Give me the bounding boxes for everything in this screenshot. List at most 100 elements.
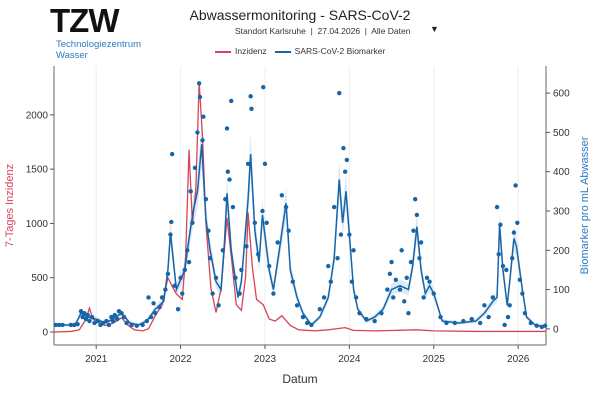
biomarker-point xyxy=(469,316,474,322)
biomarker-point xyxy=(121,314,127,320)
biomarker-point xyxy=(264,220,269,225)
x-tick-label: 2021 xyxy=(85,354,108,365)
biomarker-point xyxy=(539,324,544,330)
biomarker-point xyxy=(542,323,548,328)
legend-item-inzidenz[interactable]: Inzidenz xyxy=(215,46,267,56)
biomarker-point xyxy=(275,240,280,245)
biomarker-point xyxy=(387,271,393,277)
biomarker-point xyxy=(344,157,350,163)
biomarker-point xyxy=(239,267,244,273)
y-left-tick-label: 1000 xyxy=(26,219,49,230)
biomarker-point xyxy=(237,291,242,296)
y-axis-label-left: 7-Tages Inzidenz xyxy=(4,164,16,247)
biomarker-point xyxy=(477,320,483,326)
biomarker-point xyxy=(203,197,209,202)
dropdown-arrow-icon[interactable]: ▼ xyxy=(430,24,439,34)
biomarker-point xyxy=(200,138,205,143)
biomarker-point xyxy=(294,303,300,308)
biomarker-point xyxy=(328,279,334,284)
biomarker-point xyxy=(223,197,228,202)
biomarker-point xyxy=(172,283,177,288)
biomarker-point xyxy=(342,169,348,174)
biomarker-point xyxy=(338,232,344,237)
logo-sub-line2: Wasser xyxy=(56,50,88,61)
y-right-tick-label: 200 xyxy=(553,246,570,257)
biomarker-point xyxy=(153,310,158,316)
biomarker-point xyxy=(353,295,359,300)
biomarker-point xyxy=(89,314,95,320)
biomarker-point xyxy=(517,277,523,282)
biomarker-point xyxy=(399,248,404,253)
biomarker-point xyxy=(56,322,62,328)
biomarker-point xyxy=(300,314,306,320)
legend: Inzidenz SARS-CoV-2 Biomarker xyxy=(215,46,385,56)
biomarker-point xyxy=(196,81,202,86)
biomarker-point xyxy=(197,94,203,100)
chart-title: Abwassermonitoring - SARS-CoV-2 xyxy=(189,7,411,23)
biomarker-point xyxy=(175,307,181,312)
biomarker-point xyxy=(245,161,251,167)
biomarker-point xyxy=(528,320,534,326)
logo-sub-line1: Technologiezentrum xyxy=(56,39,142,50)
biomarker-point xyxy=(207,255,213,261)
biomarker-point xyxy=(80,314,85,320)
y-left-tick-label: 500 xyxy=(31,273,48,284)
biomarker-point xyxy=(417,255,422,261)
biomarker-point xyxy=(144,318,150,324)
biomarker-point xyxy=(60,322,65,328)
biomarker-point xyxy=(225,169,231,174)
y-left-tick-label: 2000 xyxy=(26,110,49,121)
biomarker-line xyxy=(54,144,547,328)
biomarker-point xyxy=(110,318,116,324)
biomarker-point xyxy=(461,318,466,324)
biomarker-point xyxy=(438,314,443,320)
biomarker-point xyxy=(185,248,190,253)
legend-item-biomarker[interactable]: SARS-CoV-2 Biomarker xyxy=(274,46,385,56)
biomarker-point xyxy=(522,310,528,316)
biomarker-point xyxy=(498,222,503,227)
biomarker-point xyxy=(406,310,411,316)
x-tick-label: 2026 xyxy=(507,354,530,365)
biomarker-point xyxy=(331,204,337,210)
biomarker-point xyxy=(178,275,183,281)
y-left-tick-label: 1500 xyxy=(26,165,49,176)
x-tick-label: 2024 xyxy=(338,354,361,365)
biomarker-point xyxy=(349,279,355,284)
y-right-tick-label: 400 xyxy=(553,167,570,178)
biomarker-point xyxy=(92,320,97,326)
biomarker-point xyxy=(75,321,80,327)
biomarker-point xyxy=(230,204,236,210)
biomarker-point xyxy=(393,277,398,282)
biomarker-point xyxy=(421,295,426,300)
biomarker-confidence-band xyxy=(54,120,546,329)
biomarker-point xyxy=(112,312,117,318)
biomarker-point xyxy=(486,314,491,320)
biomarker-point xyxy=(431,291,436,296)
incidence-line xyxy=(53,82,546,333)
biomarker-point xyxy=(140,322,145,328)
biomarker-point xyxy=(504,267,509,273)
biomarker-point xyxy=(182,267,188,273)
y-axis-label-right: Biomarker pro mL Abwasser xyxy=(579,136,591,274)
y-right-tick-label: 0 xyxy=(553,324,559,335)
biomarker-point xyxy=(490,295,496,300)
biomarker-point xyxy=(213,275,219,281)
biomarker-point xyxy=(364,316,369,322)
biomarker-point xyxy=(357,310,362,316)
biomarker-point xyxy=(129,322,134,328)
y-right-tick-label: 100 xyxy=(553,285,570,296)
biomarker-point xyxy=(104,318,109,324)
x-tick-label: 2025 xyxy=(423,354,446,365)
biomarker-point xyxy=(411,228,416,233)
biomarker-point xyxy=(309,322,314,328)
biomarker-point xyxy=(146,295,151,300)
biomarker-point xyxy=(78,309,84,314)
biomarker-point xyxy=(157,305,162,310)
biomarker-point xyxy=(87,318,92,324)
biomarker-point xyxy=(290,279,296,284)
biomarker-point xyxy=(534,323,539,328)
biomarker-point xyxy=(412,197,418,202)
biomarker-point xyxy=(494,204,500,210)
y-right-tick-label: 600 xyxy=(553,89,570,100)
